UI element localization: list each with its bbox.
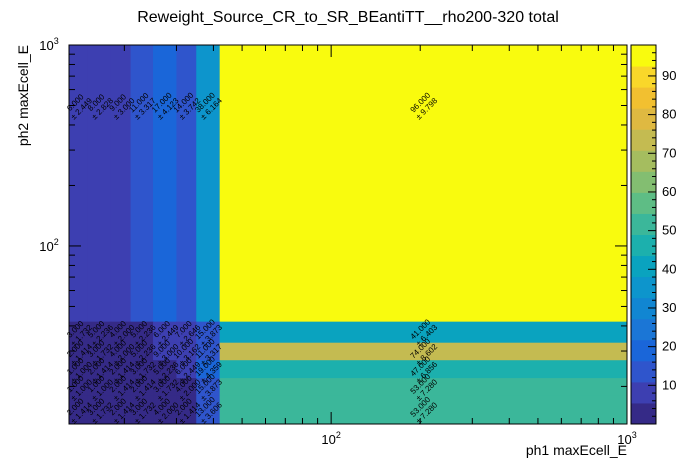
colorbar-tick-label-6: 70	[662, 145, 676, 160]
heatmap-cell-23	[219, 342, 628, 361]
heatmap-cell-22	[196, 342, 221, 361]
heatmap-cell-42	[110, 395, 132, 425]
colorbar-band-6	[631, 276, 656, 299]
heatmap-cell-2	[110, 45, 132, 323]
colorbar-band-15	[631, 87, 656, 109]
colorbar-tick-label-8: 90	[662, 68, 676, 83]
colorbar-frame	[630, 44, 657, 425]
heatmap-cell-40	[69, 395, 88, 425]
heatmap-cell-28	[153, 360, 177, 379]
heatmap-cell-29	[176, 360, 197, 379]
heatmap-cell-9	[87, 321, 112, 344]
heatmap-cell-44	[153, 395, 177, 425]
colorbar-band-7	[631, 255, 656, 278]
colorbar-band-12	[631, 150, 656, 172]
heatmap-cell-38	[196, 378, 221, 397]
heatmap-cell-4	[153, 45, 177, 323]
heatmap-cell-17	[87, 342, 112, 361]
heatmap-cell-8	[69, 321, 88, 344]
heatmap-cell-20	[153, 342, 177, 361]
heatmap-cell-43	[130, 395, 154, 425]
heatmap-cell-37	[176, 378, 197, 397]
heatmap-cell-26	[110, 360, 132, 379]
heatmap-cell-31	[219, 360, 628, 379]
heatmap-cell-15	[219, 321, 628, 344]
colorbar: 10 20 30 40 50 60 70 80 90	[630, 44, 676, 425]
heatmap-cell-33	[87, 378, 112, 397]
heatmap-cells	[69, 45, 628, 425]
colorbar-band-17	[631, 45, 656, 67]
y-tick-label-1: 103	[39, 36, 58, 53]
colorbar-band-1	[631, 381, 656, 404]
x-axis-ticks: 102 103	[123, 45, 637, 447]
x-tick-label-1: 103	[617, 430, 636, 447]
heatmap-cell-25	[87, 360, 112, 379]
heatmap-cell-21	[176, 342, 197, 361]
colorbar-band-2	[631, 360, 656, 383]
x-tick-label-0: 102	[321, 430, 340, 447]
colorbar-tick-label-1: 20	[662, 339, 676, 354]
heatmap-cell-27	[130, 360, 154, 379]
heatmap-cell-34	[110, 378, 132, 397]
heatmap-cell-10	[110, 321, 132, 344]
heatmap-cell-13	[176, 321, 197, 344]
colorbar-tick-label-3: 40	[662, 261, 676, 276]
heatmap-cell-35	[130, 378, 154, 397]
heatmap-cell-41	[87, 395, 112, 425]
colorbar-tick-label-4: 50	[662, 223, 676, 238]
colorbar-tick-label-0: 10	[662, 377, 676, 392]
colorbar-band-10	[631, 192, 656, 214]
y-axis-ticks: 102 103	[39, 36, 627, 387]
heatmap-cell-39	[219, 378, 628, 397]
heatmap-cell-30	[196, 360, 221, 379]
heatmap-cell-5	[176, 45, 197, 323]
colorbar-band-5	[631, 297, 656, 320]
heatmap-cell-47	[219, 395, 628, 425]
heatmap-cell-0	[69, 45, 88, 323]
heatmap-cell-18	[110, 342, 132, 361]
colorbar-band-0	[631, 402, 656, 425]
x-axis-label: ph1 maxEcell_E	[526, 442, 627, 458]
colorbar-tick-label-5: 60	[662, 184, 676, 199]
heatmap-cell-14	[196, 321, 221, 344]
heatmap-cell-24	[69, 360, 88, 379]
heatmap-cell-36	[153, 378, 177, 397]
colorbar-band-4	[631, 318, 656, 341]
colorbar-tick-label-2: 30	[662, 300, 676, 315]
colorbar-band-8	[631, 234, 656, 257]
heatmap-cell-7	[219, 45, 628, 323]
plot-frame	[68, 44, 628, 425]
y-tick-label-0: 102	[39, 237, 58, 254]
colorbar-band-9	[631, 213, 656, 235]
colorbar-band-3	[631, 339, 656, 362]
heatmap-cell-19	[130, 342, 154, 361]
colorbar-band-13	[631, 129, 656, 151]
colorbar-band-14	[631, 108, 656, 130]
heatmap-cell-32	[69, 378, 88, 397]
colorbar-tick-label-7: 80	[662, 107, 676, 122]
heatmap-cell-3	[130, 45, 154, 323]
heatmap-cell-12	[153, 321, 177, 344]
heatmap-cell-11	[130, 321, 154, 344]
heatmap-cell-16	[69, 342, 88, 361]
chart-title: Reweight_Source_CR_to_SR_BEantiTT__rho20…	[137, 9, 559, 26]
heatmap-cell-46	[196, 395, 221, 425]
heatmap-cell-6	[196, 45, 221, 323]
y-axis-label: ph2 maxEcell_E	[15, 45, 31, 146]
heatmap-cell-45	[176, 395, 197, 425]
colorbar-band-11	[631, 171, 656, 193]
heatmap-cell-1	[87, 45, 112, 323]
colorbar-band-16	[631, 66, 656, 88]
